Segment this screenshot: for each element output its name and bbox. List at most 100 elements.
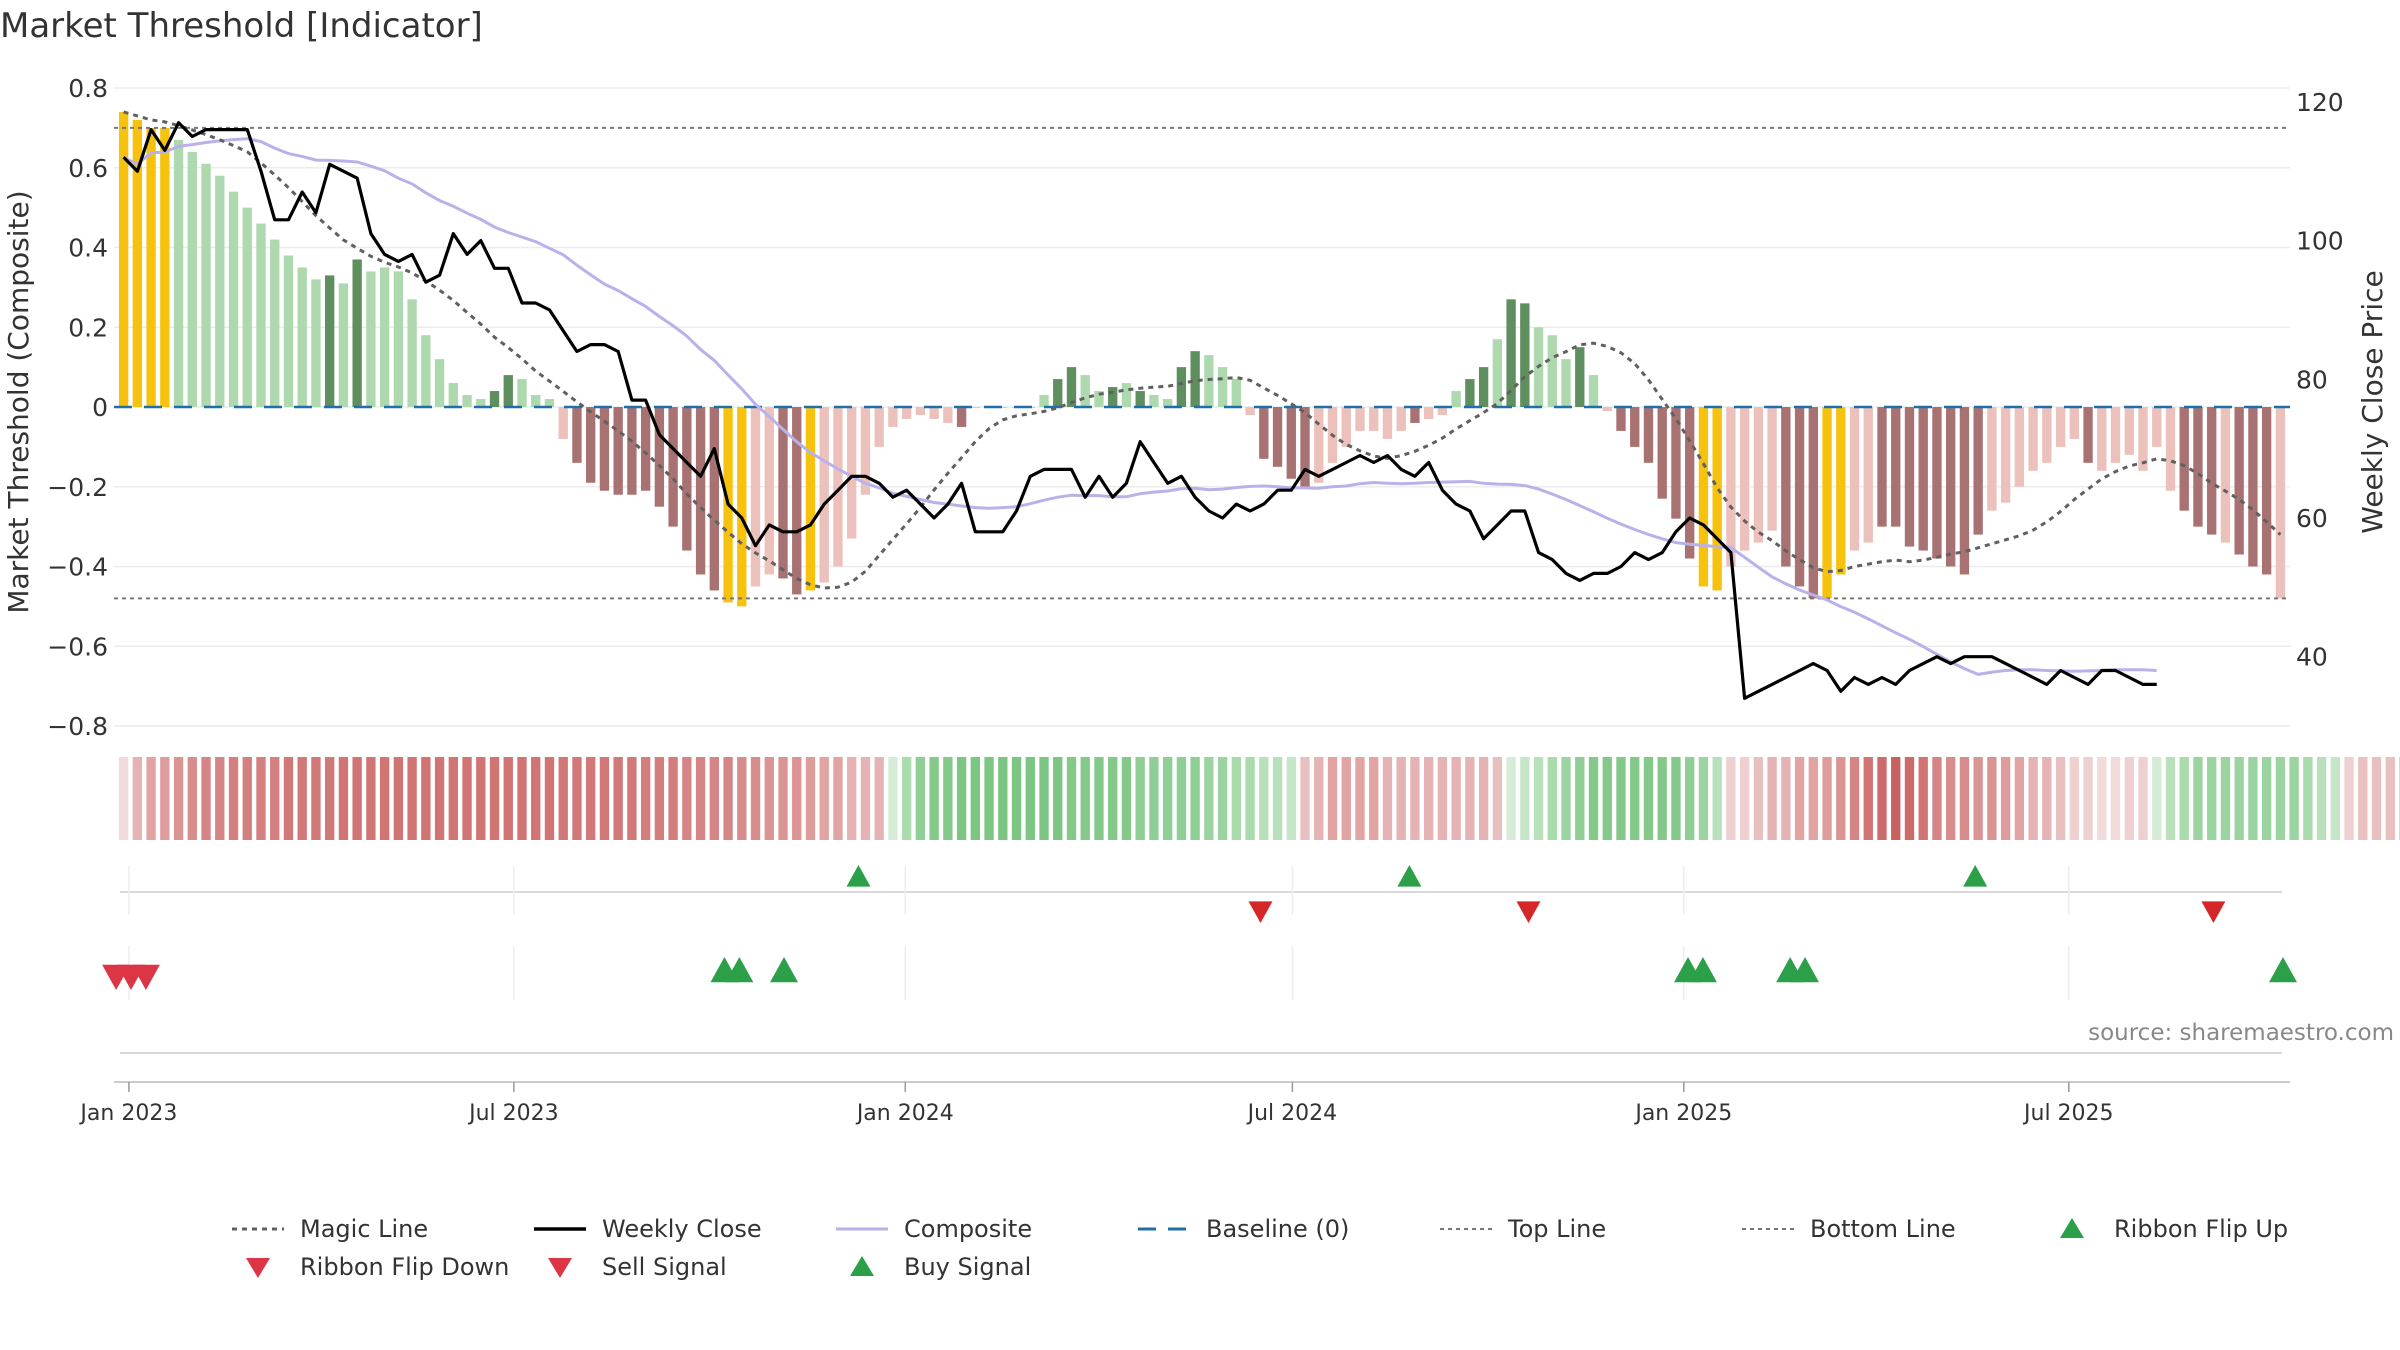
ribbon-cell (1630, 757, 1640, 840)
legend-label: Weekly Close (602, 1215, 762, 1243)
ribbon-cell (1300, 757, 1310, 840)
composite-bar (860, 407, 871, 495)
composite-bar (1794, 407, 1805, 587)
y-tick-label: −0.4 (47, 553, 108, 582)
composite-bar (1149, 395, 1159, 407)
ribbon-cell (1808, 757, 1818, 840)
legend-label: Buy Signal (904, 1253, 1032, 1281)
ribbon-cell (695, 757, 706, 840)
ribbon-cell (187, 757, 197, 840)
legend-item: Composite (832, 1212, 1032, 1246)
ribbon-flip-up-marker (1397, 865, 1422, 887)
ribbon-cell (929, 757, 939, 840)
composite-bar (366, 271, 376, 407)
composite-bar (1987, 407, 1997, 511)
ribbon-cell (2124, 757, 2134, 840)
composite-bar (1272, 407, 1283, 467)
composite-bar (682, 407, 692, 551)
composite-bar (1190, 351, 1200, 407)
ribbon-cell (586, 757, 596, 840)
y-tick-label: 0.8 (68, 74, 108, 103)
composite-bar (297, 267, 307, 407)
reference-lines (114, 126, 2290, 600)
y2-tick-label: 40 (2296, 643, 2328, 672)
composite-bar (544, 399, 555, 407)
ribbon-cell (1190, 757, 1200, 840)
composite-bar (695, 407, 706, 575)
buy-signal-marker (725, 957, 754, 983)
triangle-up-icon (850, 1256, 874, 1276)
ribbon-cell (160, 757, 170, 840)
composite-bar (2000, 407, 2011, 503)
composite-bar (1959, 407, 1970, 575)
x-axis: Jan 2023 Jul 2023 Jan 2024 Jul 2024 Jan 2025… (78, 1081, 2290, 1126)
ribbon-cell (2385, 757, 2395, 840)
ribbon-cell (2289, 757, 2299, 840)
signal-panels (102, 865, 2297, 1054)
ribbon-cell (723, 757, 733, 840)
composite-bar (1739, 407, 1750, 551)
ribbon-cell (1932, 757, 1942, 840)
ribbon-cell (476, 757, 486, 840)
ribbon-cell (1369, 757, 1379, 840)
composite-bar (2179, 407, 2189, 511)
x-tick-label: Jul 2024 (1246, 1101, 1338, 1126)
ribbon-cell (434, 757, 445, 840)
composite-bar (1478, 367, 1489, 407)
legend-item: Magic Line (228, 1212, 428, 1246)
y-axis-left-label: Market Threshold (Composite) (2, 190, 35, 613)
ribbon-cell (1204, 757, 1214, 840)
x-tick-label: Jan 2023 (78, 1101, 177, 1126)
ribbon-flip-up-marker (1963, 865, 1988, 887)
ribbon-cell (517, 757, 527, 840)
ribbon-cell (1121, 757, 1132, 840)
composite-bar (1066, 367, 1077, 407)
composite-bar (1932, 407, 1942, 559)
ribbon-cell (2069, 757, 2079, 840)
ribbon-cell (1946, 757, 1956, 840)
ribbon-cell (1245, 757, 1255, 840)
ribbon-cell (1066, 757, 1077, 840)
ribbon-cell (1643, 757, 1654, 840)
ribbon-cell (1918, 757, 1928, 840)
y2-tick-label: 60 (2296, 504, 2328, 533)
series-lines (122, 110, 2282, 700)
legend-item: Sell Signal (530, 1250, 727, 1284)
buy-signal-marker (2269, 957, 2297, 983)
ribbon-cell (1492, 757, 1503, 840)
composite-bar (1245, 407, 1255, 415)
composite-bar (737, 407, 747, 607)
composite-bar (1355, 407, 1365, 431)
ribbon-cell (1396, 757, 1406, 840)
ribbon-cell (132, 757, 143, 840)
ribbon-flip-down-marker (1248, 901, 1273, 923)
composite-bar (421, 335, 431, 407)
ribbon-cell (1822, 757, 1832, 840)
ribbon-cell (421, 757, 431, 840)
composite-bar (1396, 407, 1406, 431)
ribbon-cell (2234, 757, 2244, 840)
ribbon-cell (1011, 757, 1022, 840)
ribbon-cell (805, 757, 816, 840)
legend-label: Ribbon Flip Up (2114, 1215, 2289, 1243)
ribbon-cell (1465, 757, 1475, 840)
ribbon-cell (1767, 757, 1777, 840)
composite-bar (256, 223, 266, 407)
composite-bar (2248, 407, 2258, 567)
y-tick-label: 0.6 (68, 154, 108, 183)
composite-bar (1588, 375, 1599, 407)
ribbon-cell (901, 757, 912, 840)
ribbon-cell (1547, 757, 1557, 840)
composite-bar (489, 391, 500, 407)
ribbon-panel (118, 757, 2400, 840)
ribbon-cell (1726, 757, 1736, 840)
composite-bar (1520, 303, 1530, 407)
composite-bar (709, 407, 719, 591)
composite-bar (1561, 359, 1571, 407)
ribbon-cell (1355, 757, 1365, 840)
composite-bar (1904, 407, 1915, 547)
composite-bar (2110, 407, 2121, 463)
composite-bar (283, 255, 294, 407)
composite-bar (1698, 407, 1709, 587)
